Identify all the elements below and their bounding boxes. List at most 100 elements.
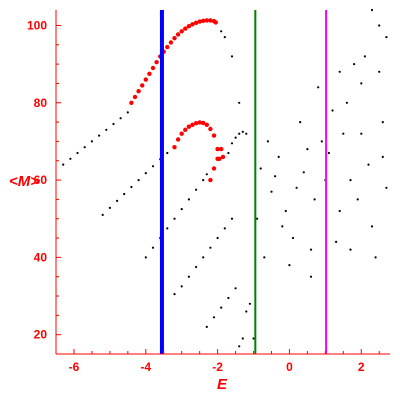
data-point-red	[183, 127, 188, 132]
axes: -6 -4 -2 0 2 20 40 60 80 100	[27, 10, 390, 374]
data-point-black	[223, 36, 226, 39]
data-point-black	[259, 167, 262, 170]
data-point-red	[193, 20, 199, 25]
plot-marks	[62, 8, 388, 348]
data-point-black	[90, 140, 93, 143]
data-point-red	[172, 36, 177, 41]
data-point-black	[381, 155, 384, 158]
data-point-black	[227, 151, 230, 155]
data-point-black	[288, 264, 291, 267]
data-point-black	[245, 310, 248, 313]
data-point-black	[209, 246, 212, 249]
data-point-black	[349, 248, 352, 251]
data-point-red	[183, 26, 188, 31]
data-point-red	[172, 145, 177, 150]
data-point-red	[179, 131, 184, 136]
data-point-black	[338, 209, 341, 213]
data-point-black	[378, 24, 381, 27]
data-point-black	[126, 111, 129, 114]
data-point-black	[238, 101, 241, 104]
data-point-red	[150, 65, 156, 71]
data-point-black	[256, 217, 259, 220]
data-point-red	[147, 71, 152, 77]
data-point-black	[381, 121, 384, 124]
data-point-red	[168, 40, 174, 45]
data-point-black	[234, 287, 237, 290]
data-point-black	[338, 70, 341, 73]
data-point-red	[175, 137, 181, 142]
data-point-black	[320, 140, 323, 143]
data-point-red	[208, 177, 213, 183]
data-point-black	[291, 236, 295, 240]
y-tick-label: 60	[34, 173, 48, 187]
data-point-red	[165, 44, 170, 50]
y-tick-label: 20	[34, 328, 48, 342]
data-point-black	[119, 117, 122, 120]
data-point-black	[195, 265, 198, 269]
data-point-black	[335, 240, 338, 243]
data-point-black	[274, 175, 277, 178]
vertical-lines	[159, 10, 328, 354]
data-point-black	[302, 171, 305, 174]
data-point-black	[173, 217, 176, 220]
data-point-black	[202, 256, 205, 259]
data-point-black	[295, 186, 298, 189]
data-point-black	[144, 172, 147, 175]
data-point-black	[252, 337, 255, 340]
data-point-red	[215, 156, 220, 161]
data-point-red	[201, 120, 206, 126]
data-point-black	[378, 70, 381, 73]
data-point-black	[173, 293, 176, 296]
data-point-black	[313, 198, 316, 201]
data-point-black	[238, 132, 241, 135]
data-point-black	[105, 128, 108, 131]
data-point-black	[166, 151, 169, 155]
data-point-red	[193, 121, 199, 126]
data-point-black	[277, 155, 280, 158]
data-point-black	[212, 316, 216, 319]
data-point-black	[101, 213, 104, 216]
data-point-black	[374, 256, 377, 259]
data-point-black	[342, 132, 345, 135]
data-point-black	[216, 236, 219, 240]
data-point-black	[370, 8, 374, 12]
data-point-black	[166, 227, 169, 230]
data-point-red	[201, 18, 206, 23]
data-point-red	[213, 20, 218, 25]
data-point-black	[227, 296, 230, 300]
data-point-black	[327, 151, 330, 155]
x-tick-label: -4	[140, 360, 151, 374]
data-point-red	[143, 77, 148, 82]
data-point-black	[385, 36, 388, 39]
data-point-black	[130, 185, 133, 189]
data-point-red	[186, 124, 192, 129]
y-axis-title: <M>	[9, 173, 39, 190]
data-point-black	[223, 227, 226, 230]
data-point-black	[137, 179, 140, 182]
data-point-black	[309, 248, 313, 251]
data-point-black	[144, 256, 147, 259]
data-point-black	[230, 142, 234, 145]
data-point-black	[230, 217, 234, 220]
data-point-black	[69, 157, 72, 160]
data-point-black	[83, 146, 86, 149]
data-point-black	[238, 345, 241, 348]
data-point-black	[195, 188, 198, 191]
data-point-black	[202, 179, 205, 182]
data-point-black	[180, 208, 183, 211]
data-point-red	[204, 122, 209, 128]
data-point-black	[306, 148, 309, 151]
data-point-red	[175, 32, 181, 37]
data-point-black	[309, 275, 313, 278]
data-point-red	[219, 146, 224, 152]
data-point-black	[266, 140, 269, 143]
x-tick-label: -6	[69, 360, 80, 374]
data-point-black	[123, 192, 126, 196]
data-point-black	[116, 199, 119, 202]
data-point-black	[349, 179, 352, 182]
y-tick-label: 40	[34, 250, 48, 264]
data-point-black	[112, 122, 115, 126]
data-point-black	[284, 209, 287, 213]
data-point-black	[363, 55, 366, 58]
